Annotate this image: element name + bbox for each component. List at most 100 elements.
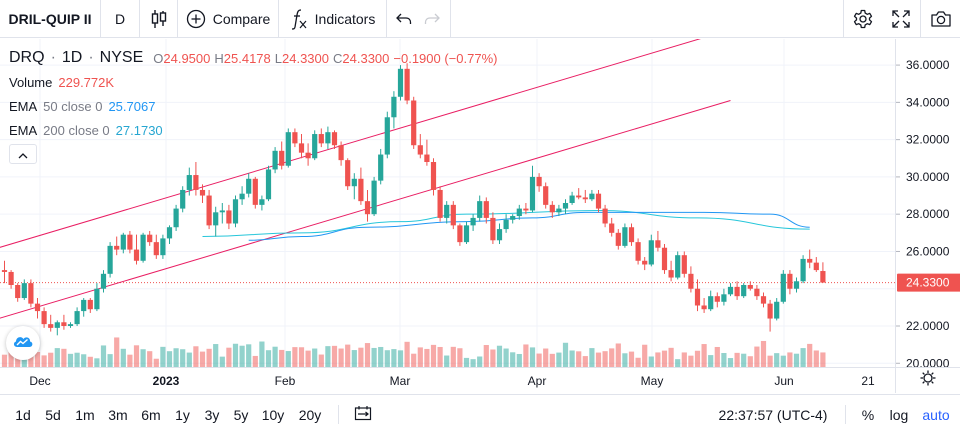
volume-series [1,337,826,367]
range-3y-button[interactable]: 3y [198,395,226,433]
range-6m-button[interactable]: 6m [135,395,167,433]
candle-body [358,178,364,202]
candle-body [120,234,126,250]
candle [28,279,34,308]
candle [252,176,258,209]
interval-button[interactable]: D [101,0,139,38]
scale-settings-button[interactable] [895,367,960,393]
candle-body [661,247,668,271]
volume-bar [609,348,615,367]
candle [397,65,404,101]
legend-volume-row[interactable]: Volume 229.772K [9,70,501,94]
percent-scale-toggle[interactable]: % [856,395,880,433]
candle-body [721,294,727,302]
candle [549,201,555,218]
candle [318,128,324,148]
plus-circle-icon [186,9,206,29]
time-tick-label: 21 [861,374,875,388]
legend-close-value: 24.3300 [342,50,390,66]
price-tick-label: 22.0000 [906,319,950,333]
volume-bar [774,353,780,367]
chart-logo-badge[interactable] [6,326,40,360]
legend-change: −0.1900 (−0.77%) [393,50,498,66]
candle [226,204,232,230]
price-chart[interactable] [0,29,895,368]
camera-icon [930,10,952,28]
candle [628,223,635,246]
candle-body [582,197,588,200]
candle [411,96,417,149]
legend-high-value: 25.4178 [223,50,271,66]
toolbar-divider [450,0,451,38]
log-label: log [889,406,909,423]
candle [562,199,569,215]
price-tick-label: 30.0000 [906,170,950,184]
candle [813,257,819,272]
range-10y-button[interactable]: 10y [256,395,290,433]
chart-style-button[interactable] [140,0,177,38]
volume-bar [516,353,522,367]
range-1y-button[interactable]: 1y [168,395,197,433]
volume-bar [562,342,569,367]
legend-close-label: C [333,50,343,66]
candle [371,176,377,217]
settings-button[interactable] [844,0,882,38]
candle-body [780,273,786,302]
fullscreen-button[interactable] [882,0,920,38]
gear-icon [853,9,873,29]
candle-body [272,150,278,170]
compare-button[interactable]: Compare [178,0,278,38]
auto-scale-toggle[interactable]: auto [917,395,955,433]
legend-ema200-row[interactable]: EMA 200 close 0 27.1730 [9,118,501,142]
candle-body [807,258,813,263]
volume-bar [536,353,542,367]
chevron-up-icon [18,147,28,162]
candle [285,128,291,168]
price-scale-labels: 36.0000 34.0000 32.0000 30.0000 28.0000 26.00… [896,58,960,370]
volume-bar [252,355,258,367]
candle [48,314,54,332]
indicators-button[interactable]: Indicators [279,0,386,38]
legend-collapse-button[interactable] [9,144,37,164]
trendline[interactable] [0,29,731,315]
candle-body [252,178,258,205]
trendline[interactable] [0,100,731,368]
screenshot-button[interactable] [921,0,960,38]
undo-button[interactable] [390,0,418,38]
range-3m-button[interactable]: 3m [102,395,134,433]
volume-bar [602,351,608,367]
volume-bar [635,357,641,367]
candle-body [628,227,635,243]
candle [140,232,146,263]
range-5d-button[interactable]: 5d [38,395,68,433]
volume-bar [582,356,588,367]
volume-bar [813,350,819,367]
ema50-line[interactable] [248,211,810,241]
candle [483,197,489,224]
price-scale[interactable]: 36.0000 34.0000 32.0000 30.0000 28.0000 26.00… [895,39,960,370]
go-to-date-button[interactable] [348,395,378,433]
symbol-search-button[interactable]: DRIL-QUIP II [0,0,100,38]
volume-bar [780,355,786,367]
candle-body [411,100,417,146]
auto-label: auto [922,406,950,423]
log-scale-toggle[interactable]: log [884,395,914,433]
time-scale[interactable]: Dec 2023 Feb Mar Apr May Jun 21 [0,367,960,393]
candle-body [714,296,720,302]
range-1m-button[interactable]: 1m [69,395,101,433]
trendlines[interactable] [0,29,731,368]
range-5y-button[interactable]: 5y [227,395,255,433]
volume-bar [285,351,291,367]
range-20y-button[interactable]: 20y [291,395,329,433]
redo-button[interactable] [418,0,446,38]
candle-body [213,212,219,226]
candle-body [648,240,654,265]
range-1d-button[interactable]: 1d [9,395,37,433]
volume-bar [180,349,186,367]
candle-body [404,68,410,101]
chart-pane[interactable] [0,29,895,368]
candle-body [734,286,740,297]
chart-legend: DRQ · 1D · NYSE O 24.9500 H 25.4178 L 24… [9,46,501,164]
legend-ema50-row[interactable]: EMA 50 close 0 25.7067 [9,94,501,118]
timezone-clock-button[interactable]: 22:37:57 (UTC-4) [712,395,834,433]
